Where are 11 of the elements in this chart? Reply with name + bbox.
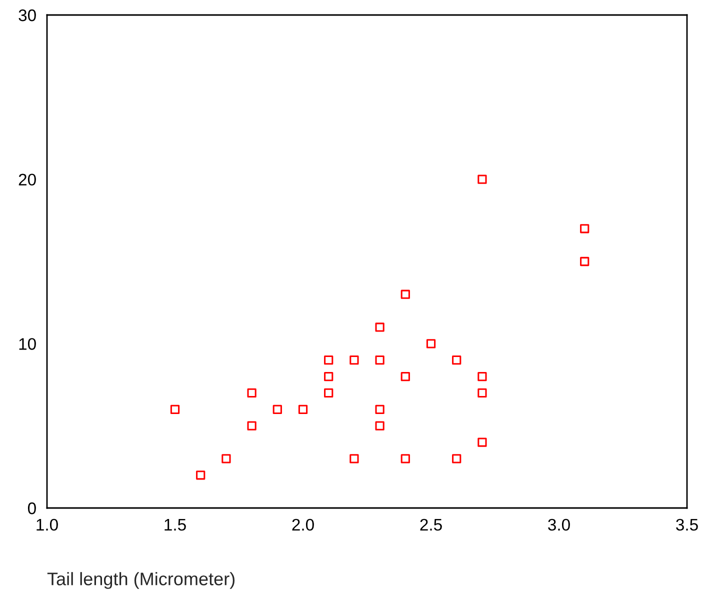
x-tick-label: 2.5	[420, 518, 442, 531]
x-tick-label: 1.5	[164, 519, 186, 531]
y-tick-label: 20	[18, 174, 36, 186]
x-tick-label: 3.0	[548, 518, 570, 531]
x-tick-label: 3.5	[676, 518, 698, 531]
x-tick-label: 1.0	[36, 518, 58, 531]
y-tick-label: 30	[18, 9, 36, 22]
x-tick-label: 2.0	[292, 518, 314, 531]
y-tick-label: 10	[19, 338, 36, 350]
y-tick-label: 0	[28, 502, 36, 514]
x-axis-title: Tail length (Micrometer)	[47, 572, 235, 589]
